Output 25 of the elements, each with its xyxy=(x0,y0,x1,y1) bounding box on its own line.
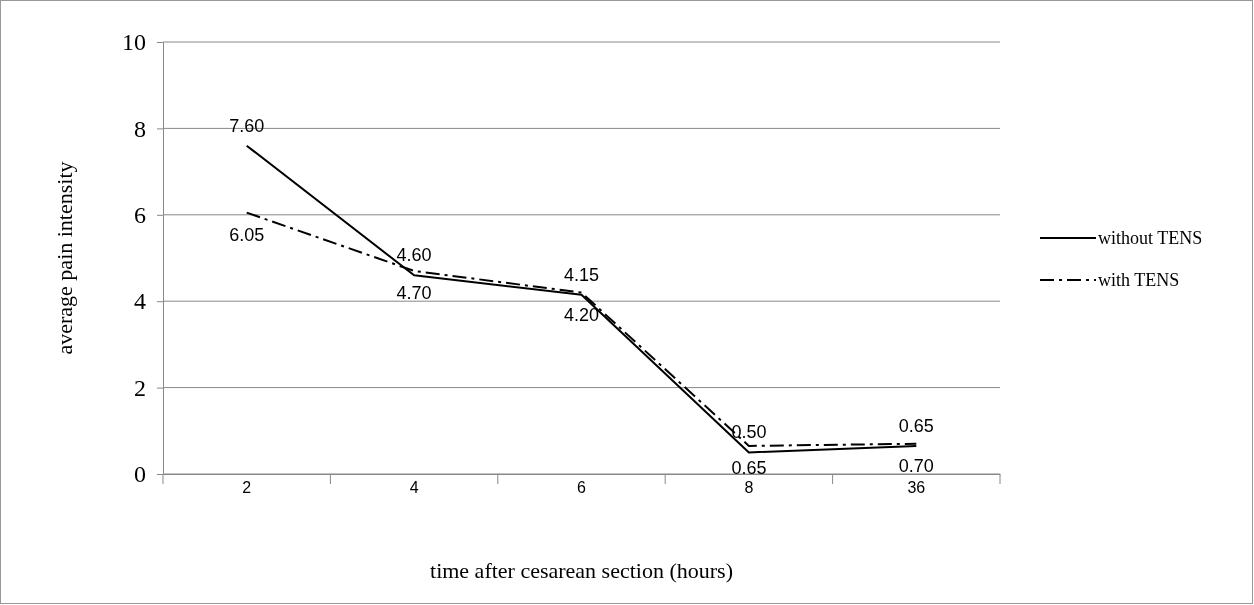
data-label: 7.60 xyxy=(229,115,265,136)
data-label: 0.65 xyxy=(898,415,934,436)
y-tick-label: 4 xyxy=(134,288,146,315)
data-label: 0.65 xyxy=(731,457,767,478)
y-axis-title: average pain intensity xyxy=(52,161,77,355)
data-label: 4.70 xyxy=(396,282,432,303)
data-label: 0.70 xyxy=(898,455,934,476)
x-axis-title: time after cesarean section (hours) xyxy=(430,558,733,583)
y-tick-label: 10 xyxy=(122,29,146,56)
legend-label: without TENS xyxy=(1098,228,1203,248)
y-tick-label: 0 xyxy=(134,461,146,488)
data-label: 4.15 xyxy=(563,264,600,285)
legend-label: with TENS xyxy=(1098,270,1180,290)
y-tick-label: 2 xyxy=(134,374,146,401)
x-tick-label: 2 xyxy=(242,479,252,496)
x-tick-label: 8 xyxy=(744,479,754,496)
x-tick-label: 6 xyxy=(577,479,587,496)
data-label: 0.50 xyxy=(731,422,767,443)
x-tick-label: 36 xyxy=(907,479,926,496)
data-label: 6.05 xyxy=(229,224,265,245)
y-tick-label: 6 xyxy=(134,201,146,228)
data-label: 4.20 xyxy=(563,304,600,325)
y-tick-label: 8 xyxy=(134,115,146,142)
data-label: 4.60 xyxy=(396,245,432,266)
x-tick-label: 4 xyxy=(409,479,419,496)
